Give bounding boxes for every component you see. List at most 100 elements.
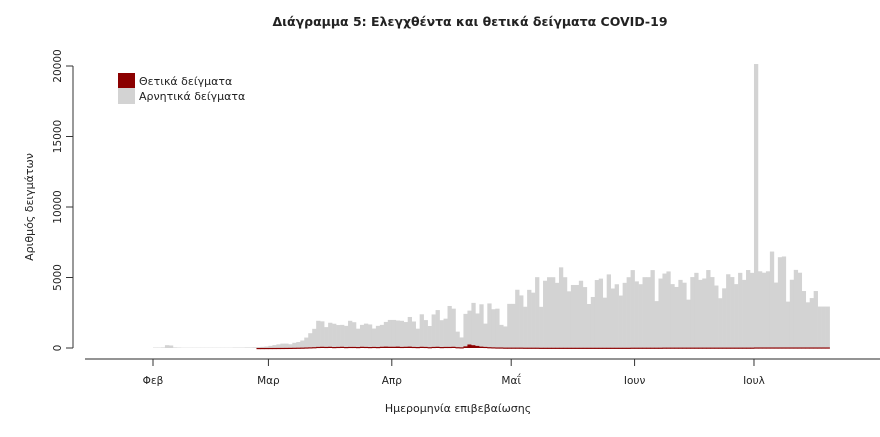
bar-positive bbox=[801, 347, 807, 349]
bar-negative bbox=[383, 321, 389, 347]
bar-positive bbox=[781, 347, 787, 349]
bar-negative bbox=[451, 308, 456, 347]
bar-negative bbox=[781, 256, 787, 348]
bar-positive bbox=[777, 347, 783, 349]
bar-negative bbox=[586, 304, 592, 348]
bar-positive bbox=[773, 347, 779, 349]
bar-negative bbox=[355, 328, 361, 348]
bar-negative bbox=[276, 344, 281, 348]
bar-positive bbox=[399, 346, 405, 349]
bar-negative bbox=[387, 319, 393, 347]
bar-positive bbox=[519, 347, 524, 349]
bar-negative bbox=[666, 271, 671, 348]
bar-negative bbox=[475, 313, 480, 346]
bar-negative bbox=[714, 285, 719, 348]
bar-positive bbox=[268, 347, 273, 350]
bar-negative bbox=[511, 303, 516, 348]
bar-positive bbox=[439, 347, 444, 349]
bar-positive bbox=[642, 347, 647, 349]
bar-negative bbox=[710, 277, 715, 348]
bar-negative bbox=[336, 325, 341, 347]
bar-negative bbox=[813, 291, 818, 348]
bar-negative bbox=[491, 309, 496, 348]
bar-positive bbox=[308, 347, 313, 349]
bar-positive bbox=[618, 347, 623, 349]
bar-positive bbox=[427, 347, 432, 349]
bar-positive bbox=[722, 347, 727, 349]
bar-positive bbox=[686, 347, 691, 349]
bar-positive bbox=[491, 347, 496, 349]
bar-positive bbox=[594, 347, 600, 349]
bar-positive bbox=[682, 347, 687, 349]
bar-negative bbox=[678, 279, 683, 348]
bar-positive bbox=[435, 346, 440, 348]
bar-negative bbox=[531, 292, 536, 348]
bar-negative bbox=[367, 324, 373, 348]
bar-positive bbox=[340, 346, 345, 348]
bar-negative bbox=[558, 267, 564, 348]
bar-negative bbox=[698, 279, 703, 348]
bar-negative bbox=[312, 328, 317, 348]
bar-negative bbox=[248, 347, 253, 348]
bar-positive bbox=[634, 347, 639, 349]
bar-positive bbox=[586, 347, 592, 349]
bar-positive bbox=[487, 347, 492, 349]
bar-positive bbox=[562, 347, 568, 349]
bar-negative bbox=[495, 308, 500, 348]
bar-positive bbox=[757, 347, 763, 349]
y-axis-label: Αριθμός δειγμάτων bbox=[23, 153, 36, 261]
bar-positive bbox=[459, 347, 464, 349]
bar-positive bbox=[726, 347, 731, 349]
bar-negative bbox=[300, 340, 305, 348]
bar-positive bbox=[463, 346, 468, 348]
bar-positive bbox=[630, 347, 635, 349]
bar-positive bbox=[566, 347, 572, 349]
bar-negative bbox=[515, 289, 520, 348]
bar-positive bbox=[714, 347, 719, 349]
y-ticks: 0 5000 10000 15000 20000 bbox=[52, 49, 73, 351]
bar-negative bbox=[578, 280, 584, 348]
bar-positive bbox=[272, 347, 277, 350]
bar-negative bbox=[662, 273, 667, 348]
bar-negative bbox=[415, 328, 420, 348]
bar-negative bbox=[352, 322, 357, 347]
bar-positive bbox=[666, 347, 671, 349]
x-ticks: Φεβ Μαρ Απρ Μαΐ Ιουν Ιουλ bbox=[143, 359, 765, 387]
bar-positive bbox=[447, 346, 452, 349]
bar-positive bbox=[256, 347, 261, 350]
bar-positive bbox=[348, 346, 353, 349]
bar-positive bbox=[570, 347, 576, 349]
bar-negative bbox=[264, 346, 269, 348]
bar-positive bbox=[507, 347, 512, 349]
bar-negative bbox=[690, 277, 695, 348]
bar-negative bbox=[543, 280, 548, 348]
bar-negative bbox=[324, 327, 329, 347]
bar-negative bbox=[590, 296, 596, 348]
bar-negative bbox=[399, 320, 405, 347]
bar-negative bbox=[252, 347, 257, 348]
bar-negative bbox=[674, 286, 679, 348]
bar-positive bbox=[809, 347, 814, 349]
bar-positive bbox=[336, 346, 341, 349]
bar-positive bbox=[738, 347, 743, 349]
bar-negative bbox=[507, 303, 512, 348]
bar-positive bbox=[698, 347, 703, 349]
bar-negative bbox=[375, 325, 381, 348]
bar-positive bbox=[328, 346, 333, 348]
bar-positive bbox=[312, 347, 317, 349]
bar-negative bbox=[411, 321, 416, 347]
bar-negative bbox=[371, 328, 377, 347]
bar-negative bbox=[280, 343, 285, 348]
bar-positive bbox=[543, 347, 548, 349]
bar-positive bbox=[359, 346, 365, 348]
bar-positive bbox=[551, 347, 556, 349]
bar-negative bbox=[487, 303, 492, 348]
bar-positive bbox=[753, 347, 759, 349]
bar-positive bbox=[288, 347, 293, 349]
bar-negative bbox=[606, 274, 611, 348]
chart-title: Διάγραμμα 5: Ελεγχθέντα και θετικά δείγμ… bbox=[272, 14, 667, 29]
bar-negative bbox=[702, 278, 707, 348]
bar-negative bbox=[817, 306, 822, 348]
bar-positive bbox=[662, 347, 667, 349]
bar-negative bbox=[535, 277, 540, 348]
